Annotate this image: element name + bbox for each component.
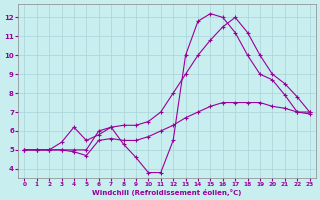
X-axis label: Windchill (Refroidissement éolien,°C): Windchill (Refroidissement éolien,°C) — [92, 189, 242, 196]
